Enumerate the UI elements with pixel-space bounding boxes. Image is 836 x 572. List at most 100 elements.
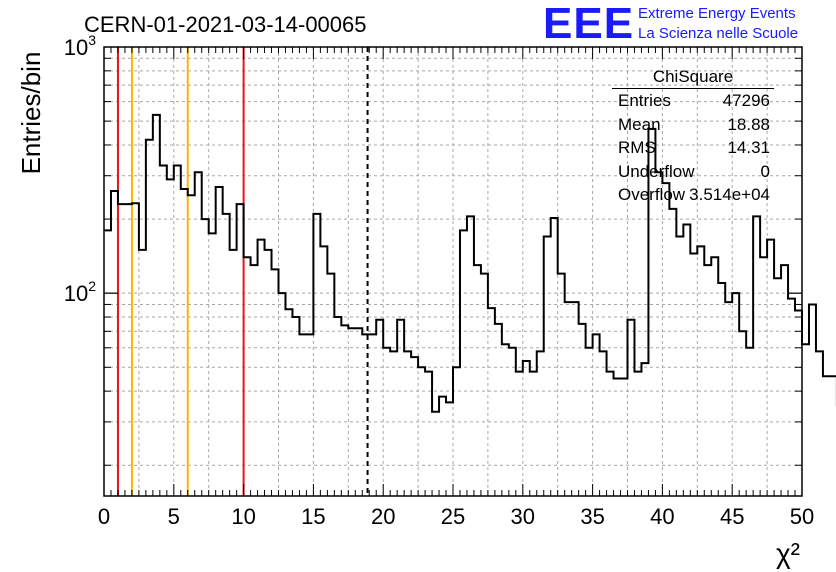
- histogram-bin: [432, 412, 439, 496]
- stats-key: Overflow: [618, 185, 686, 204]
- histogram-bin: [530, 372, 537, 496]
- histogram-bin: [446, 402, 453, 496]
- histogram-bin: [523, 361, 530, 496]
- histogram-bin: [244, 257, 251, 496]
- histogram-bin: [830, 376, 836, 496]
- x-tick-label: 25: [441, 504, 465, 529]
- stats-key: Underflow: [618, 161, 695, 181]
- histogram-bin: [669, 209, 676, 496]
- histogram-bin: [251, 265, 258, 496]
- histogram-bin: [614, 379, 621, 496]
- histogram-bin: [474, 265, 481, 496]
- histogram-bin: [369, 334, 376, 496]
- histogram-bin: [139, 250, 146, 496]
- histogram-bin: [383, 348, 390, 496]
- histogram-bin: [355, 328, 362, 496]
- histogram-bin: [320, 246, 327, 496]
- histogram-bin: [823, 376, 830, 496]
- histogram-bin: [327, 274, 334, 496]
- histogram-bin: [279, 293, 286, 496]
- histogram-bin: [676, 236, 683, 496]
- logo-line-1: Extreme Energy Events: [638, 5, 796, 22]
- histogram-bin: [167, 179, 174, 496]
- histogram-bin: [216, 187, 223, 496]
- histogram-bin: [181, 189, 188, 496]
- stats-row-entries: Entries 47296: [610, 89, 776, 113]
- histogram-bin: [362, 334, 369, 496]
- histogram-bin: [809, 304, 816, 496]
- histogram-bin: [188, 195, 195, 496]
- stats-value: 18.88: [727, 114, 770, 134]
- chart-title: CERN-01-2021-03-14-00065: [84, 12, 367, 37]
- histogram-bin: [788, 299, 795, 496]
- stats-value: 47296: [722, 91, 770, 110]
- histogram-bin: [586, 348, 593, 496]
- histogram-bin: [439, 397, 446, 496]
- histogram-bin: [411, 357, 418, 496]
- stats-row-rms: RMS 14.31: [610, 136, 776, 160]
- stats-value: 3.514e+04: [689, 185, 770, 204]
- stats-key: Entries: [618, 91, 671, 110]
- histogram-bin: [725, 302, 732, 496]
- stats-row-mean: Mean 18.88: [610, 113, 776, 137]
- histogram-bin: [753, 216, 760, 496]
- x-tick-label: 20: [371, 504, 395, 529]
- histogram-bin: [376, 320, 383, 496]
- histogram-bin: [537, 351, 544, 496]
- histogram-bin: [795, 311, 802, 496]
- histogram-bin: [397, 320, 404, 496]
- histogram-bin: [774, 278, 781, 496]
- histogram-bin: [802, 344, 809, 496]
- histogram-bin: [223, 214, 230, 496]
- histogram-bin: [118, 204, 125, 496]
- histogram-bin: [593, 334, 600, 496]
- histogram-series: [104, 113, 836, 413]
- histogram-bin: [390, 351, 397, 496]
- y-tick-label: 103: [64, 32, 96, 60]
- histogram-bin: [732, 293, 739, 496]
- histogram-bin: [551, 218, 558, 496]
- stats-box-title: ChiSquare: [652, 67, 734, 86]
- histogram-bin: [565, 302, 572, 496]
- histogram-bin: [746, 348, 753, 496]
- histogram-bin: [600, 351, 607, 496]
- histogram-bin: [467, 216, 474, 496]
- x-tick-label: 0: [98, 504, 110, 529]
- histogram-bin: [767, 240, 774, 496]
- histogram-bin: [425, 372, 432, 496]
- histogram-bin: [558, 274, 565, 496]
- histogram-bin: [509, 348, 516, 496]
- histogram-bin: [230, 250, 237, 496]
- x-tick-label: 10: [231, 504, 255, 529]
- histogram-bin: [202, 219, 209, 496]
- stats-key: Mean: [618, 114, 661, 134]
- histogram-bin: [697, 246, 704, 496]
- x-tick-label: 5: [168, 504, 180, 529]
- x-tick-label: 30: [511, 504, 535, 529]
- histogram-bin: [641, 363, 648, 496]
- histogram-bin: [404, 351, 411, 496]
- x-tick-label: 35: [580, 504, 604, 529]
- histogram-bin: [237, 204, 244, 496]
- x-axis-title: χ²: [776, 538, 800, 569]
- histogram-bin: [299, 334, 306, 496]
- histogram-bin: [739, 331, 746, 496]
- histogram-bin: [258, 240, 265, 496]
- histogram-bin: [607, 372, 614, 496]
- x-tick-label: 15: [301, 504, 325, 529]
- stats-key: RMS: [618, 138, 656, 157]
- y-tick-label: 102: [64, 278, 96, 306]
- stats-box: ChiSquare Entries 47296 Mean 18.88 RMS 1…: [610, 66, 776, 207]
- histogram-bin: [313, 214, 320, 496]
- histogram-bin: [634, 372, 641, 496]
- histogram-bin: [292, 317, 299, 496]
- x-tick-label: 45: [720, 504, 744, 529]
- histogram-bin: [460, 230, 467, 496]
- x-tick-label: 40: [650, 504, 674, 529]
- histogram-bin: [495, 324, 502, 496]
- eee-logo: EEE: [543, 0, 635, 48]
- histogram-bin: [418, 367, 425, 496]
- y-axis-title: Entries/bin: [16, 52, 46, 175]
